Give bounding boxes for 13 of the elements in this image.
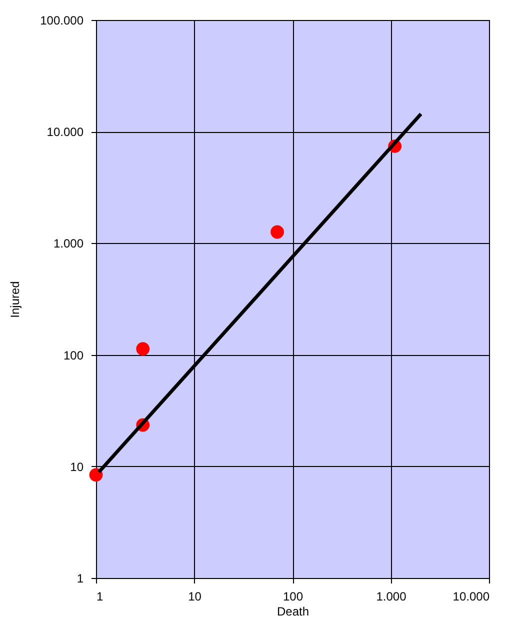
- y-tick-label: 1.000: [53, 236, 84, 251]
- y-tick-label: 100: [63, 348, 84, 362]
- x-tick-label: 10: [188, 590, 202, 604]
- y-tick-label: 1: [76, 572, 84, 586]
- x-tick-label: 100: [282, 590, 304, 604]
- y-tick-label: 10: [70, 460, 84, 474]
- x-tick-label: 1.000: [376, 590, 407, 604]
- y-tick-label: 10.000: [46, 125, 84, 140]
- y-tick-label: 100.000: [40, 14, 84, 28]
- x-axis-title: Death: [276, 604, 310, 618]
- x-tick-label: 10.000: [452, 590, 490, 604]
- y-axis-title: Injured: [8, 281, 22, 318]
- x-tick-label: 1: [96, 590, 104, 604]
